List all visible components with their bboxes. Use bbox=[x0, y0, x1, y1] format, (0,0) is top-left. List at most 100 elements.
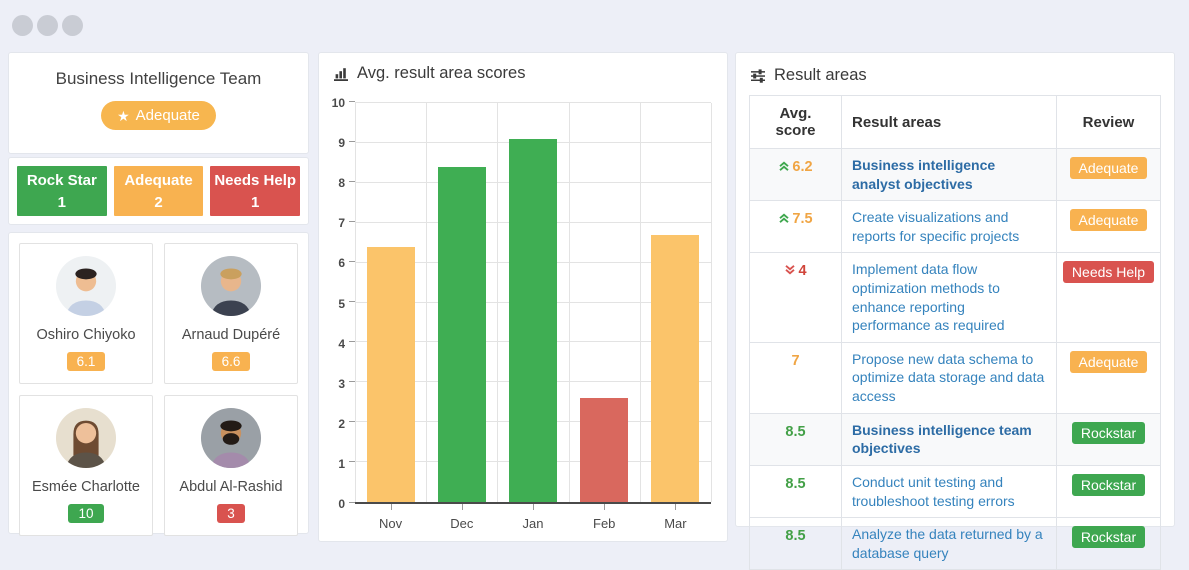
member-score-badge: 10 bbox=[68, 504, 104, 523]
x-tick bbox=[461, 504, 463, 510]
member-card-arnaud-dup-r[interactable]: Arnaud Dupéré 6.6 bbox=[164, 243, 298, 384]
chart-y-axis-labels: 0 1 2 3 4 5 6 7 8 9 10 bbox=[319, 96, 347, 511]
window-dot-1[interactable] bbox=[12, 15, 33, 36]
chart-x-axis-labels: Nov Dec Jan Feb Mar bbox=[355, 516, 711, 531]
y-tick bbox=[349, 220, 355, 222]
window-dot-2[interactable] bbox=[37, 15, 58, 36]
trend-up-icon bbox=[779, 213, 790, 224]
y-tick-label: 1 bbox=[338, 456, 345, 471]
result-area-link[interactable]: Conduct unit testing and troubleshoot te… bbox=[841, 464, 1057, 519]
result-areas-table: Avg. score Result areas Review 6.2 Business… bbox=[749, 95, 1161, 570]
avg-score: 7.5 bbox=[792, 211, 813, 228]
chart-bar-nov[interactable] bbox=[366, 246, 415, 502]
stat-count: 2 bbox=[154, 193, 163, 211]
y-tick-label: 2 bbox=[338, 416, 345, 431]
h-gridline bbox=[355, 102, 711, 103]
y-tick-label: 4 bbox=[338, 336, 345, 351]
member-card-esm-e-charlotte[interactable]: Esmée Charlotte 10 bbox=[19, 395, 153, 536]
y-tick-label: 9 bbox=[338, 136, 345, 151]
v-gridline bbox=[355, 103, 356, 502]
rating-stats-row: Rock Star 1 Adequate 2 Needs Help 1 bbox=[17, 166, 301, 216]
result-area-link[interactable]: Business intelligence team objectives bbox=[841, 412, 1057, 466]
review-badge: Rockstar bbox=[1071, 421, 1146, 444]
review-cell: Adequate bbox=[1056, 341, 1161, 414]
table-row: 7 Propose new data schema to optimize dat… bbox=[749, 341, 1161, 414]
team-summary-card: Business Intelligence Team ★ Adequate bbox=[8, 52, 309, 154]
chart-bar-mar[interactable] bbox=[651, 234, 700, 502]
stat-box-needs-help: Needs Help 1 bbox=[210, 166, 301, 216]
v-gridline bbox=[568, 103, 570, 502]
y-tick bbox=[349, 260, 355, 262]
star-icon: ★ bbox=[117, 107, 130, 124]
stat-count: 1 bbox=[57, 193, 66, 211]
x-tick bbox=[604, 504, 606, 510]
sliders-icon bbox=[751, 68, 765, 83]
x-tick bbox=[675, 504, 677, 510]
y-tick-label: 3 bbox=[338, 376, 345, 391]
member-score-badge: 3 bbox=[217, 504, 245, 523]
member-name: Esmée Charlotte bbox=[32, 479, 140, 495]
y-tick bbox=[349, 381, 355, 383]
y-tick-label: 10 bbox=[331, 96, 345, 110]
chart-bar-jan[interactable] bbox=[509, 138, 557, 502]
review-badge: Adequate bbox=[1069, 350, 1148, 373]
avg-score: 8.5 bbox=[785, 528, 806, 545]
avg-score-cell: 7 bbox=[749, 341, 842, 414]
bar-chart-plot bbox=[349, 100, 712, 510]
stat-label: Adequate bbox=[124, 172, 193, 189]
avatar bbox=[55, 407, 117, 469]
result-area-link[interactable]: Implement data flow optimization methods… bbox=[841, 252, 1057, 343]
review-badge: Rockstar bbox=[1071, 473, 1146, 496]
review-cell: Rockstar bbox=[1056, 517, 1161, 570]
results-panel-title: Result areas bbox=[750, 66, 1161, 85]
chart-bar-dec[interactable] bbox=[437, 166, 486, 502]
member-card-oshiro-chiyoko[interactable]: Oshiro Chiyoko 6.1 bbox=[19, 243, 153, 384]
team-title: Business Intelligence Team bbox=[55, 69, 262, 88]
chart-bar-feb[interactable] bbox=[580, 398, 629, 502]
v-gridline bbox=[639, 103, 641, 502]
result-area-link[interactable]: Create visualizations and reports for sp… bbox=[841, 200, 1057, 254]
result-area-link[interactable]: Business intelligence analyst objectives bbox=[841, 147, 1057, 202]
result-area-link[interactable]: Analyze the data returned by a database … bbox=[841, 517, 1057, 570]
y-tick bbox=[349, 501, 355, 503]
y-tick-label: 6 bbox=[338, 256, 345, 271]
y-tick-label: 5 bbox=[338, 296, 345, 311]
y-tick bbox=[349, 100, 355, 102]
member-name: Oshiro Chiyoko bbox=[36, 327, 136, 343]
review-cell: Rockstar bbox=[1056, 412, 1161, 466]
x-tick-label: Dec bbox=[450, 516, 474, 531]
v-gridline bbox=[497, 103, 499, 502]
column-header-avg-score: Avg. score bbox=[749, 95, 842, 149]
trend-down-icon bbox=[785, 265, 796, 275]
result-area-link[interactable]: Propose new data schema to optimize data… bbox=[841, 341, 1057, 414]
member-name: Abdul Al-Rashid bbox=[179, 479, 283, 495]
avatar bbox=[200, 255, 262, 317]
x-tick-label: Jan bbox=[522, 516, 544, 531]
stat-box-adequate: Adequate 2 bbox=[113, 166, 204, 216]
avg-score: 4 bbox=[798, 263, 807, 280]
member-score-badge: 6.1 bbox=[66, 352, 106, 371]
y-tick bbox=[349, 180, 355, 182]
y-tick bbox=[349, 461, 355, 463]
avg-scores-chart-card: Avg. result area scores 0 1 2 3 4 5 6 7 8 9 10 Nov… bbox=[318, 52, 728, 542]
trend-up-icon bbox=[779, 161, 790, 171]
x-tick-label: Nov bbox=[379, 516, 403, 531]
chart-panel-title: Avg. result area scores bbox=[333, 64, 525, 83]
window-dot-3[interactable] bbox=[62, 15, 83, 36]
review-badge: Rockstar bbox=[1071, 526, 1146, 549]
table-row: 4 Implement data flow optimization method… bbox=[749, 252, 1161, 343]
x-tick bbox=[390, 504, 392, 510]
v-gridline bbox=[426, 103, 428, 502]
member-card-abdul-al-rashid[interactable]: Abdul Al-Rashid 3 bbox=[164, 395, 298, 536]
y-tick bbox=[349, 421, 355, 423]
avg-score-cell: 8.5 bbox=[749, 464, 842, 519]
stat-label: Rock Star bbox=[26, 172, 97, 189]
y-tick bbox=[349, 301, 355, 302]
team-rating-label: Adequate bbox=[135, 107, 200, 124]
table-header-row: Avg. score Result areas Review bbox=[749, 95, 1161, 149]
review-badge: Adequate bbox=[1069, 209, 1148, 232]
x-tick bbox=[533, 504, 534, 510]
review-badge: Needs Help bbox=[1062, 261, 1155, 284]
review-cell: Adequate bbox=[1056, 147, 1161, 202]
avg-score: 7 bbox=[791, 352, 800, 369]
